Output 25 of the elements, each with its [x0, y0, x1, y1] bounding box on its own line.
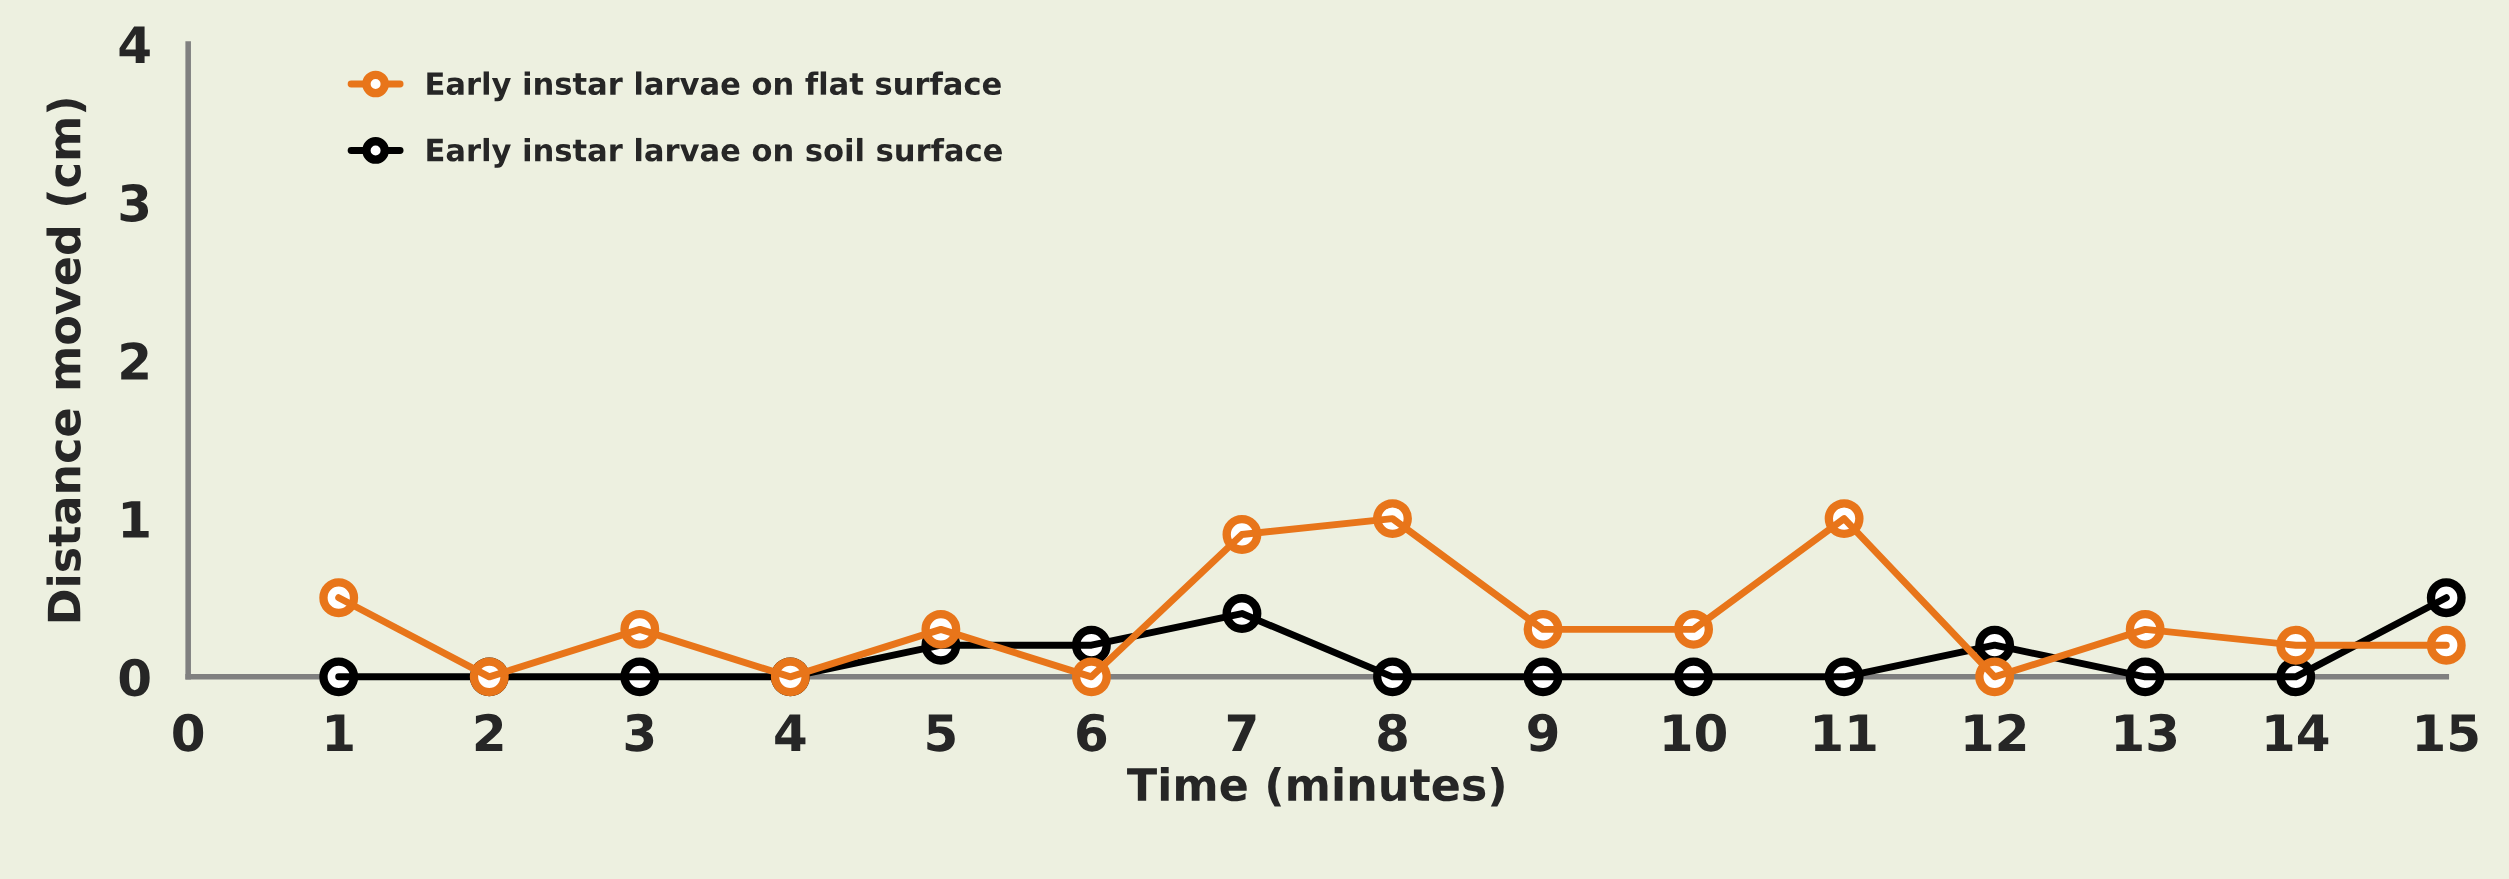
y-axis-title: Distance moved (cm) — [46, 99, 87, 622]
y-tick-label: 3 — [120, 184, 149, 222]
x-tick-label: 11 — [1814, 714, 1876, 751]
x-tick-label: 14 — [2266, 714, 2329, 751]
x-tick-label: 7 — [1227, 714, 1256, 751]
y-tick-label: 2 — [121, 342, 148, 380]
x-tick-label: 9 — [1528, 713, 1558, 752]
x-tick-label: 0 — [173, 713, 204, 752]
x-tick-label: 13 — [2116, 713, 2177, 752]
x-tick-label: 15 — [2417, 714, 2478, 752]
x-tick-label: 2 — [475, 713, 503, 751]
x-tick-label: 3 — [625, 713, 654, 752]
legend-label: Early instar larvae on soil surface — [427, 137, 1002, 168]
y-tick-label: 1 — [122, 501, 149, 538]
legend-label: Early instar larvae on flat surface — [427, 71, 1001, 102]
x-tick-label: 8 — [1378, 713, 1407, 752]
x-tick-label: 4 — [775, 714, 806, 751]
x-tick-label: 10 — [1664, 713, 1726, 752]
x-axis-title: Time (minutes) — [1127, 766, 1504, 807]
y-tick-label: 0 — [119, 658, 150, 697]
y-tick-label: 4 — [119, 26, 150, 63]
x-tick-label: 5 — [927, 714, 955, 752]
x-tick-label: 6 — [1077, 713, 1107, 752]
x-tick-label: 12 — [1965, 713, 2026, 751]
x-tick-label: 1 — [326, 714, 353, 751]
